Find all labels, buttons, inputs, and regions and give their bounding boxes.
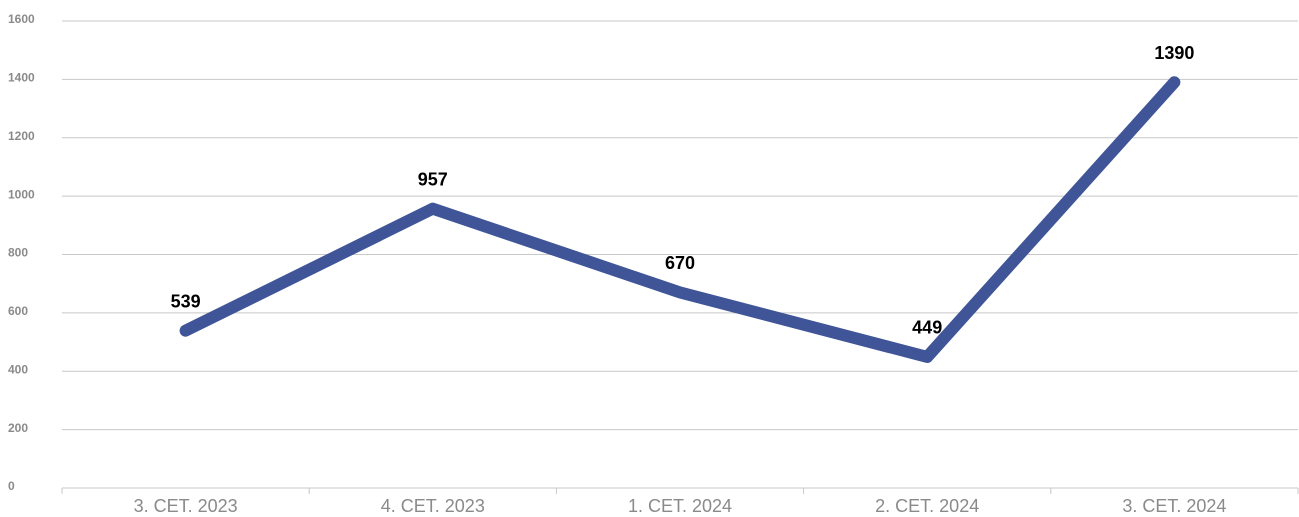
y-tick-label: 800 [8,246,28,260]
y-tick-label: 1400 [8,71,35,85]
x-tick-label: 3. CET. 2024 [1122,496,1226,516]
y-tick-label: 600 [8,304,28,318]
x-tick-label: 1. CET. 2024 [628,496,732,516]
data-label: 1390 [1154,43,1194,63]
y-tick-label: 0 [8,479,15,493]
y-tick-label: 1600 [8,12,35,26]
x-tick-label: 3. CET. 2023 [134,496,238,516]
data-label: 539 [171,291,201,311]
y-tick-label: 400 [8,362,28,376]
data-label: 957 [418,169,448,189]
y-tick-label: 200 [8,421,28,435]
x-tick-label: 4. CET. 2023 [381,496,485,516]
y-tick-label: 1000 [8,187,35,201]
data-label: 670 [665,253,695,273]
x-tick-label: 2. CET. 2024 [875,496,979,516]
line [179,76,1181,363]
y-tick-label: 1200 [8,129,35,143]
data-label: 449 [912,318,942,338]
